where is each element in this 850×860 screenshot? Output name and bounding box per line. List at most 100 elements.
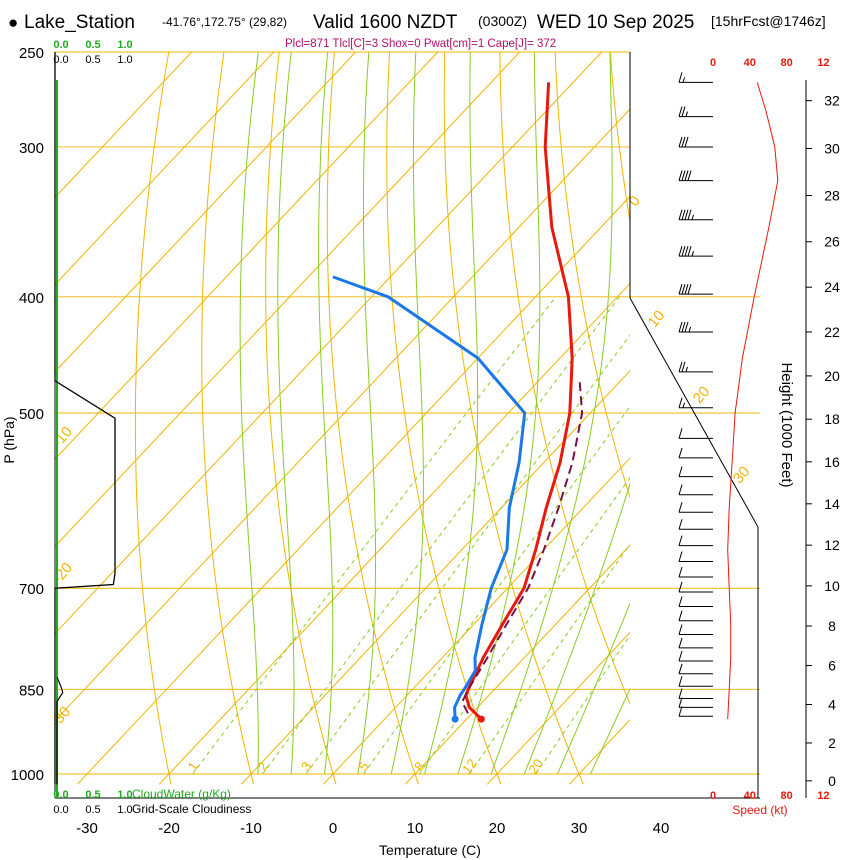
y-axis-title: P (hPa) — [1, 416, 17, 463]
mixing-ratio-line — [262, 296, 620, 775]
wind-barb-feather — [678, 136, 683, 148]
height-tick-label: 12 — [824, 537, 840, 553]
dry-adiabat — [443, 52, 584, 785]
isotherm-line — [55, 52, 521, 548]
height-tick-label: 20 — [824, 368, 840, 384]
isotherm-label: -10 — [49, 423, 76, 451]
wind-barb-feather — [678, 519, 683, 530]
isotherm-line — [404, 544, 630, 785]
height-tick-label: 4 — [828, 697, 836, 713]
wind-barb-feather — [687, 284, 692, 295]
moist-adiabat — [457, 52, 541, 775]
pressure-ticks: 250 300 400 500 700 850 1000 — [11, 45, 44, 784]
pressure-tick-label: 700 — [19, 581, 44, 598]
moist-adiabat — [490, 52, 613, 775]
height-tick-label: 18 — [824, 411, 840, 427]
cloud-water-scale-top: 0.0 — [53, 39, 68, 51]
wind-barb-feather — [678, 596, 683, 607]
cloudiness-scale-bottom: 1.0 — [117, 804, 132, 816]
wind-barb-feather — [678, 637, 683, 649]
moist-adiabat — [590, 687, 630, 775]
wind-barb-feather — [678, 321, 683, 333]
mixing-ratio-label: 12 — [459, 756, 480, 776]
temperature-tick-label: -10 — [240, 820, 262, 837]
utc-time: (0300Z) — [478, 13, 527, 29]
sounding-profiles — [332, 82, 584, 723]
wind-speed-axis-title: Speed (kt) — [732, 803, 787, 817]
dry-adiabat — [201, 52, 254, 785]
wind-barb-feather — [678, 663, 683, 674]
mixing-ratio-line — [535, 634, 630, 775]
dry-adiabat — [326, 52, 419, 785]
height-tick-label: 32 — [824, 93, 840, 109]
wind-speed-tick-top: 0 — [710, 57, 716, 69]
wind-barb-feather — [678, 209, 683, 220]
moist-adiabats — [239, 52, 630, 775]
height-tick-label: 22 — [824, 324, 840, 340]
dry-adiabat — [386, 52, 502, 785]
height-tick-label: 8 — [828, 618, 836, 634]
height-tick-label: 16 — [824, 454, 840, 470]
wind-barb-feather — [684, 321, 689, 333]
wind-barb-half-feather — [685, 366, 688, 372]
moist-adiabat — [318, 52, 334, 775]
pressure-grid — [55, 51, 760, 775]
isotherm-line — [55, 52, 357, 373]
wind-barb-half-feather — [682, 77, 685, 83]
cloudiness-label: Grid-Scale Cloudiness — [132, 802, 251, 816]
temperature-tick-label: 40 — [653, 820, 670, 837]
wind-barb-feather — [678, 170, 683, 181]
wind-barb-half-feather — [688, 326, 691, 333]
wind-barb-feather — [678, 447, 683, 459]
isotherm-line — [76, 195, 630, 785]
wind-barb-feather — [678, 566, 683, 578]
wind-barb-feather — [687, 170, 692, 181]
wind-barb-feather — [681, 136, 686, 148]
isotherm-lines — [55, 52, 630, 785]
wind-speed-tick-bottom: 0 — [710, 790, 716, 802]
height-tick-label: 10 — [824, 578, 840, 594]
wind-speed-tick-top: 80 — [780, 57, 792, 69]
height-tick-label: 14 — [824, 496, 840, 512]
station-name: Lake_Station — [24, 12, 135, 33]
wind-barb-feather — [678, 581, 683, 593]
wind-barb-feather — [678, 284, 683, 295]
wind-barb-feather — [681, 321, 686, 333]
temperature-profile — [464, 82, 574, 721]
wind-barb-feather — [678, 72, 683, 83]
isotherm-line — [486, 631, 630, 785]
wind-barb-half-feather — [682, 402, 685, 408]
wind-barb-feather — [678, 551, 683, 562]
temperature-tick-label: -20 — [158, 820, 180, 837]
isotherm-label: -30 — [47, 703, 74, 731]
wind-barb-feather — [678, 246, 683, 257]
cloudiness-profile — [54, 52, 116, 785]
cloud-water-scale-bottom: 0.5 — [85, 789, 100, 801]
moist-adiabat — [277, 52, 295, 775]
temperature-tick-label: 30 — [571, 820, 588, 837]
mixing-ratio-line — [192, 296, 557, 775]
wind-barb-feather — [681, 170, 686, 181]
cloud-water-scale-top: 1.0 — [117, 39, 132, 51]
pressure-tick-label: 400 — [19, 290, 44, 307]
wind-barb-feather — [681, 284, 686, 295]
wind-barb-feather — [678, 697, 683, 708]
temperature-tick-label: 20 — [489, 820, 506, 837]
dry-adiabat — [265, 52, 337, 785]
wind-barb-feather — [684, 136, 689, 148]
wind-barb-feather — [678, 466, 683, 477]
wind-barb-half-feather — [685, 111, 688, 117]
wind-barb-feather — [687, 209, 692, 220]
temperature-tick-label: 10 — [407, 820, 424, 837]
cloudiness-scale-top: 1.0 — [117, 54, 132, 66]
wind-barb-half-feather — [691, 214, 694, 220]
isotherm-line — [158, 282, 630, 785]
dry-adiabat — [554, 52, 630, 500]
height-tick-label: 28 — [824, 188, 840, 204]
wind-barb-feather — [681, 106, 686, 117]
isotherm-label: 20 — [690, 383, 714, 407]
wind-barb-feather — [678, 361, 683, 372]
pressure-tick-label: 300 — [19, 140, 44, 157]
wind-speed-profile — [727, 82, 779, 720]
